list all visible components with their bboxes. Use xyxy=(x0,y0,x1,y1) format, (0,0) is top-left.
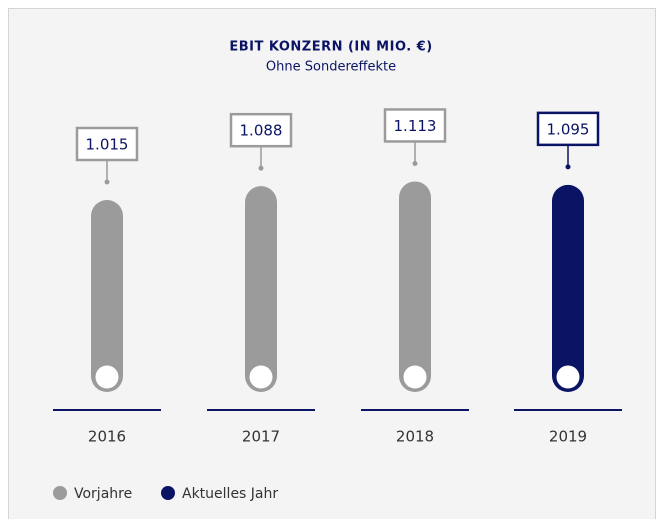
x-tick-label: 2019 xyxy=(549,428,587,446)
legend-marker xyxy=(161,486,175,500)
value-label: 1.088 xyxy=(240,122,283,140)
x-tick-label: 2016 xyxy=(88,428,126,446)
label-box xyxy=(75,126,139,162)
bar xyxy=(245,186,277,392)
bar-knob xyxy=(248,364,274,390)
chart-title: EBIT KONZERN (IN MIO. €) xyxy=(229,40,432,55)
legend-label: Aktuelles Jahr xyxy=(182,486,278,502)
bar xyxy=(399,181,431,392)
value-label: 1.113 xyxy=(394,117,437,135)
label-box xyxy=(229,112,293,148)
x-tick-label: 2017 xyxy=(242,428,280,446)
value-label: 1.095 xyxy=(547,120,590,138)
chart-subtitle: Ohne Sondereffekte xyxy=(266,60,396,75)
x-tick-label: 2018 xyxy=(396,428,434,446)
bar-knob xyxy=(94,364,120,390)
legend-marker xyxy=(53,486,67,500)
legend-label: Vorjahre xyxy=(74,486,132,502)
bar xyxy=(552,184,584,392)
value-label: 1.015 xyxy=(86,135,129,153)
bar-knob xyxy=(555,364,581,390)
bar-knob xyxy=(402,364,428,390)
label-box xyxy=(383,108,447,143)
bar xyxy=(91,199,123,392)
label-box xyxy=(536,111,600,147)
